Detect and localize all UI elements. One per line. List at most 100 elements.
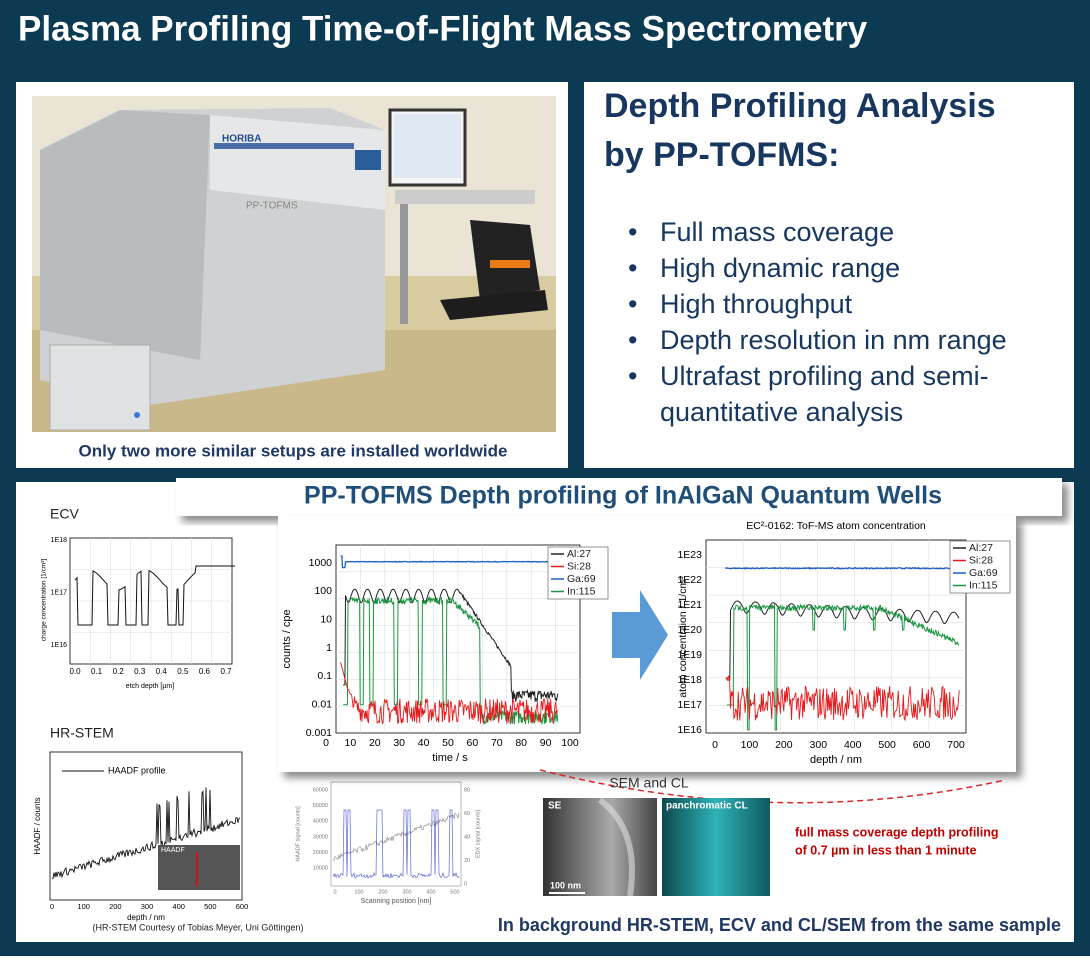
footer: In background HR-STEM, ECV and CL/SEM fr… (498, 915, 1061, 935)
tick-label: 100 (77, 902, 90, 911)
plot-frame (705, 539, 967, 734)
scale-label: 100 nm (550, 880, 581, 890)
cl-image (662, 798, 770, 896)
curve (340, 555, 559, 569)
tick-label: 1E18 (51, 537, 67, 544)
photo-brand: HORIBA (222, 134, 261, 145)
tick-label: 0.2 (113, 667, 125, 676)
background-charts: ECV 1E18 1E17 1E16 0.0 0.1 0.2 0.3 0.4 0.5 0.6 0.7 c… (33, 506, 481, 933)
tick-label: 20 (464, 858, 470, 864)
tick-label: 0.4 (156, 667, 168, 676)
curve (340, 662, 558, 725)
bullet-list: Full mass coverageHigh dynamic rangeHigh… (628, 214, 1048, 430)
tick-label: 0.1 (91, 667, 103, 676)
plot-frame (330, 781, 462, 887)
highlight: of 0.7 µm in less than 1 minute (795, 843, 977, 857)
tick-label: 200 (109, 902, 122, 911)
legend-box (547, 546, 609, 600)
results-banner (176, 478, 1062, 516)
analysis-title: by PP-TOFMS: (604, 136, 840, 174)
inset-image (158, 845, 240, 890)
curve (51, 787, 241, 880)
tick-label: 0.6 (199, 667, 211, 676)
tick-label: 400 (426, 889, 435, 895)
curve (332, 809, 460, 879)
x-axis-label: depth / nm (127, 913, 165, 922)
results-title: PP-TOFMS Depth profiling of InAlGaN Quan… (304, 482, 942, 510)
tick-label: 300 (141, 902, 154, 911)
y-axis-label: HAADF signal [counts] (295, 806, 301, 862)
ecv-label: ECV (50, 506, 79, 522)
tick-label: 400 (172, 902, 185, 911)
tick-label: 0.1 (317, 670, 332, 682)
curve (725, 566, 960, 570)
tick-label: 0.7 (220, 667, 232, 676)
tick-label: 0.001 (306, 727, 332, 739)
title: Plasma Profiling Time-of-Flight Mass Spe… (18, 9, 868, 48)
legend-label: Al:27 (567, 548, 591, 560)
tick-label: 10 (320, 613, 332, 625)
chart-title: EC²-0162: ToF-MS atom concentration (746, 520, 926, 532)
tick-label: 600 (913, 739, 931, 751)
tick-label: 500 (450, 889, 459, 895)
tick-label: 500 (204, 902, 217, 911)
tick-label: 1E17 (51, 589, 67, 596)
curve (74, 565, 235, 626)
bullet: Ultrafast profiling and semi-quantitativ… (628, 358, 1048, 430)
tick-label: 300 (810, 739, 828, 751)
y-axis-label: HAADF / counts (33, 797, 42, 854)
tick-label: 60 (464, 811, 470, 817)
x-axis-label: Scanning position [nm] (361, 898, 432, 905)
tick-label: 60 (467, 737, 479, 749)
se-feature (598, 797, 635, 897)
y-axis-label: counts / cpe (281, 609, 293, 668)
tick-label: 1000 (309, 557, 333, 569)
y-axis-label: charge concentration [1/cm³] (41, 559, 48, 642)
tick-label: 1E22 (677, 574, 702, 586)
tick-label: 0.3 (134, 667, 146, 676)
se-label: SE (548, 801, 562, 812)
arrow (612, 590, 668, 680)
tick-label: 0 (323, 737, 329, 749)
analysis-title: Depth Profiling Analysis (604, 87, 996, 125)
tick-label: 40 (464, 834, 470, 840)
tick-label: 70 (491, 737, 503, 749)
x-axis-label: time / s (432, 752, 468, 764)
tick-label: 1E16 (677, 724, 702, 736)
tick-label: 1E16 (51, 642, 67, 649)
tick-label: 100 (354, 889, 363, 895)
tick-label: 500 (878, 739, 896, 751)
tick-label: 1E23 (677, 549, 702, 561)
curve (727, 603, 960, 731)
photo-model: PP-TOFMS (246, 201, 298, 212)
tick-label: 1E17 (677, 699, 702, 711)
tick-label: 1E21 (677, 599, 702, 611)
legend-label: Ga:69 (567, 573, 596, 585)
tick-label: 50000 (313, 803, 328, 809)
legend-label: In:115 (567, 585, 596, 597)
credit: (HR-STEM Courtesy of Tobias Meyer, Uni G… (93, 922, 304, 932)
tick-label: 10 (345, 737, 357, 749)
curve (343, 595, 559, 725)
bullet: High dynamic range (628, 250, 1048, 286)
tick-label: 0.5 (177, 667, 189, 676)
tick-label: 1E18 (677, 674, 702, 686)
tick-label: 400 (844, 739, 862, 751)
tick-label: 20 (369, 737, 381, 749)
tick-label: 300 (402, 889, 411, 895)
tick-label: 100 (561, 737, 579, 749)
tick-label: 0.01 (312, 698, 333, 710)
legend-label: Si:28 (567, 560, 591, 572)
tick-label: 30 (393, 737, 405, 749)
tick-label: 40 (418, 737, 430, 749)
y-axis-label: atom concentraion / 1/cm³ (677, 576, 689, 698)
hrstem-label: HR-STEM (50, 725, 114, 741)
tick-label: 1E20 (677, 624, 702, 636)
x-axis-label: depth / nm (810, 754, 862, 766)
tick-label: 40000 (313, 819, 328, 825)
bullet: High throughput (628, 286, 1048, 322)
tick-label: 1E19 (677, 649, 702, 661)
inset-label: HAADF (161, 847, 185, 854)
